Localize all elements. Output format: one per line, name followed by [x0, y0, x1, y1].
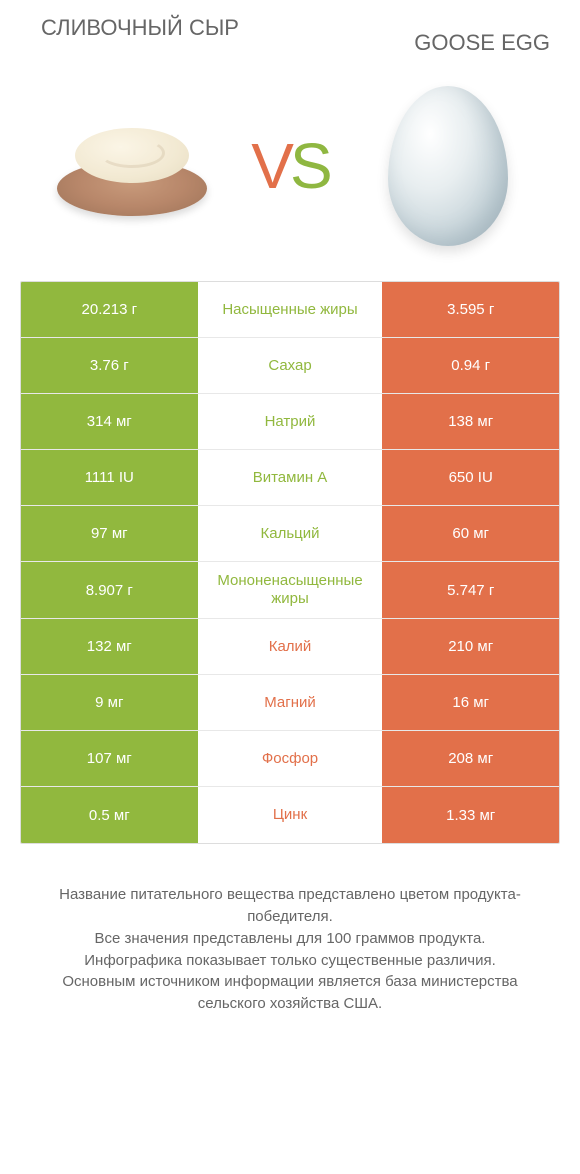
- right-value: 0.94 г: [382, 338, 559, 393]
- left-value: 9 мг: [21, 675, 198, 730]
- right-value: 60 мг: [382, 506, 559, 561]
- table-row: 1111 IUВитамин A650 IU: [21, 450, 559, 506]
- vs-s: S: [290, 130, 329, 202]
- footer-line-4: Основным источником информации является …: [30, 971, 550, 1015]
- table-row: 314 мгНатрий138 мг: [21, 394, 559, 450]
- footer-line-2: Все значения представлены для 100 граммо…: [30, 928, 550, 950]
- table-row: 0.5 мгЦинк1.33 мг: [21, 787, 559, 843]
- cream-cheese-icon: [57, 116, 207, 216]
- right-value: 1.33 мг: [382, 787, 559, 843]
- left-value: 3.76 г: [21, 338, 198, 393]
- table-row: 9 мгМагний16 мг: [21, 675, 559, 731]
- left-product-image: [47, 81, 217, 251]
- nutrient-label: Кальций: [198, 506, 383, 561]
- nutrient-label: Магний: [198, 675, 383, 730]
- right-value: 210 мг: [382, 619, 559, 674]
- right-value: 138 мг: [382, 394, 559, 449]
- nutrient-label: Натрий: [198, 394, 383, 449]
- egg-icon: [388, 86, 508, 246]
- nutrient-label: Насыщенные жиры: [198, 282, 383, 337]
- table-row: 20.213 гНасыщенные жиры3.595 г: [21, 282, 559, 338]
- right-value: 5.747 г: [382, 562, 559, 618]
- vs-v: V: [251, 130, 290, 202]
- footer: Название питательного вещества представл…: [0, 844, 580, 1015]
- header: СЛИВОЧНЫЙ СЫР GOOSE EGG: [0, 0, 580, 61]
- table-row: 107 мгФосфор208 мг: [21, 731, 559, 787]
- vs-row: VS: [0, 61, 580, 281]
- table-row: 132 мгКалий210 мг: [21, 619, 559, 675]
- left-value: 0.5 мг: [21, 787, 198, 843]
- nutrient-label: Мононенасыщенные жиры: [198, 562, 383, 618]
- vs-label: VS: [251, 129, 328, 203]
- table-row: 8.907 гМононенасыщенные жиры5.747 г: [21, 562, 559, 619]
- right-value: 650 IU: [382, 450, 559, 505]
- left-value: 1111 IU: [21, 450, 198, 505]
- table-row: 3.76 гСахар0.94 г: [21, 338, 559, 394]
- right-product-image: [363, 81, 533, 251]
- footer-line-3: Инфографика показывает только существенн…: [30, 950, 550, 972]
- nutrient-label: Витамин A: [198, 450, 383, 505]
- right-value: 208 мг: [382, 731, 559, 786]
- nutrient-table: 20.213 гНасыщенные жиры3.595 г3.76 гСаха…: [20, 281, 560, 844]
- nutrient-label: Калий: [198, 619, 383, 674]
- footer-line-1: Название питательного вещества представл…: [30, 884, 550, 928]
- right-value: 16 мг: [382, 675, 559, 730]
- right-product-title: GOOSE EGG: [350, 15, 550, 56]
- nutrient-label: Цинк: [198, 787, 383, 843]
- nutrient-label: Фосфор: [198, 731, 383, 786]
- left-value: 314 мг: [21, 394, 198, 449]
- left-value: 132 мг: [21, 619, 198, 674]
- right-value: 3.595 г: [382, 282, 559, 337]
- left-value: 8.907 г: [21, 562, 198, 618]
- nutrient-label: Сахар: [198, 338, 383, 393]
- left-value: 97 мг: [21, 506, 198, 561]
- left-value: 20.213 г: [21, 282, 198, 337]
- left-value: 107 мг: [21, 731, 198, 786]
- left-product-title: СЛИВОЧНЫЙ СЫР: [30, 15, 250, 56]
- table-row: 97 мгКальций60 мг: [21, 506, 559, 562]
